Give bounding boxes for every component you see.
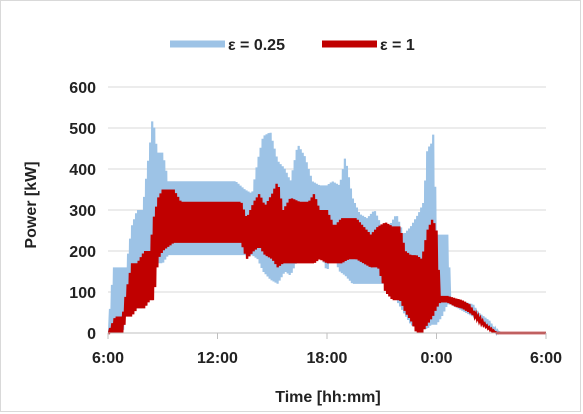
x-tick-label: 0:00 <box>420 350 452 367</box>
y-tick-label: 400 <box>69 162 96 179</box>
x-tick-label: 6:00 <box>530 350 562 367</box>
x-tick-label: 12:00 <box>197 350 238 367</box>
y-tick-label: 500 <box>69 121 96 138</box>
y-tick-label: 200 <box>69 244 96 261</box>
legend: ε = 0.25 ε = 1 <box>170 37 415 54</box>
x-tick-label: 18:00 <box>307 350 348 367</box>
y-tick-label: 100 <box>69 285 96 302</box>
legend-label-eps-025: ε = 0.25 <box>228 37 285 54</box>
axes: 0 100 200 300 400 500 600 6:00 12:00 18:00 0:00 6:0… <box>69 80 562 367</box>
y-tick-label: 300 <box>69 203 96 220</box>
y-axis-title: Power [kW] <box>23 161 40 248</box>
series-layer <box>107 121 546 337</box>
y-tick-label: 0 <box>87 326 96 343</box>
legend-label-eps-1: ε = 1 <box>380 37 415 54</box>
x-tick-label: 6:00 <box>92 350 124 367</box>
x-axis-title: Time [hh:mm] <box>275 389 380 406</box>
series-line-1 <box>107 183 546 335</box>
y-tick-label: 600 <box>69 80 96 97</box>
